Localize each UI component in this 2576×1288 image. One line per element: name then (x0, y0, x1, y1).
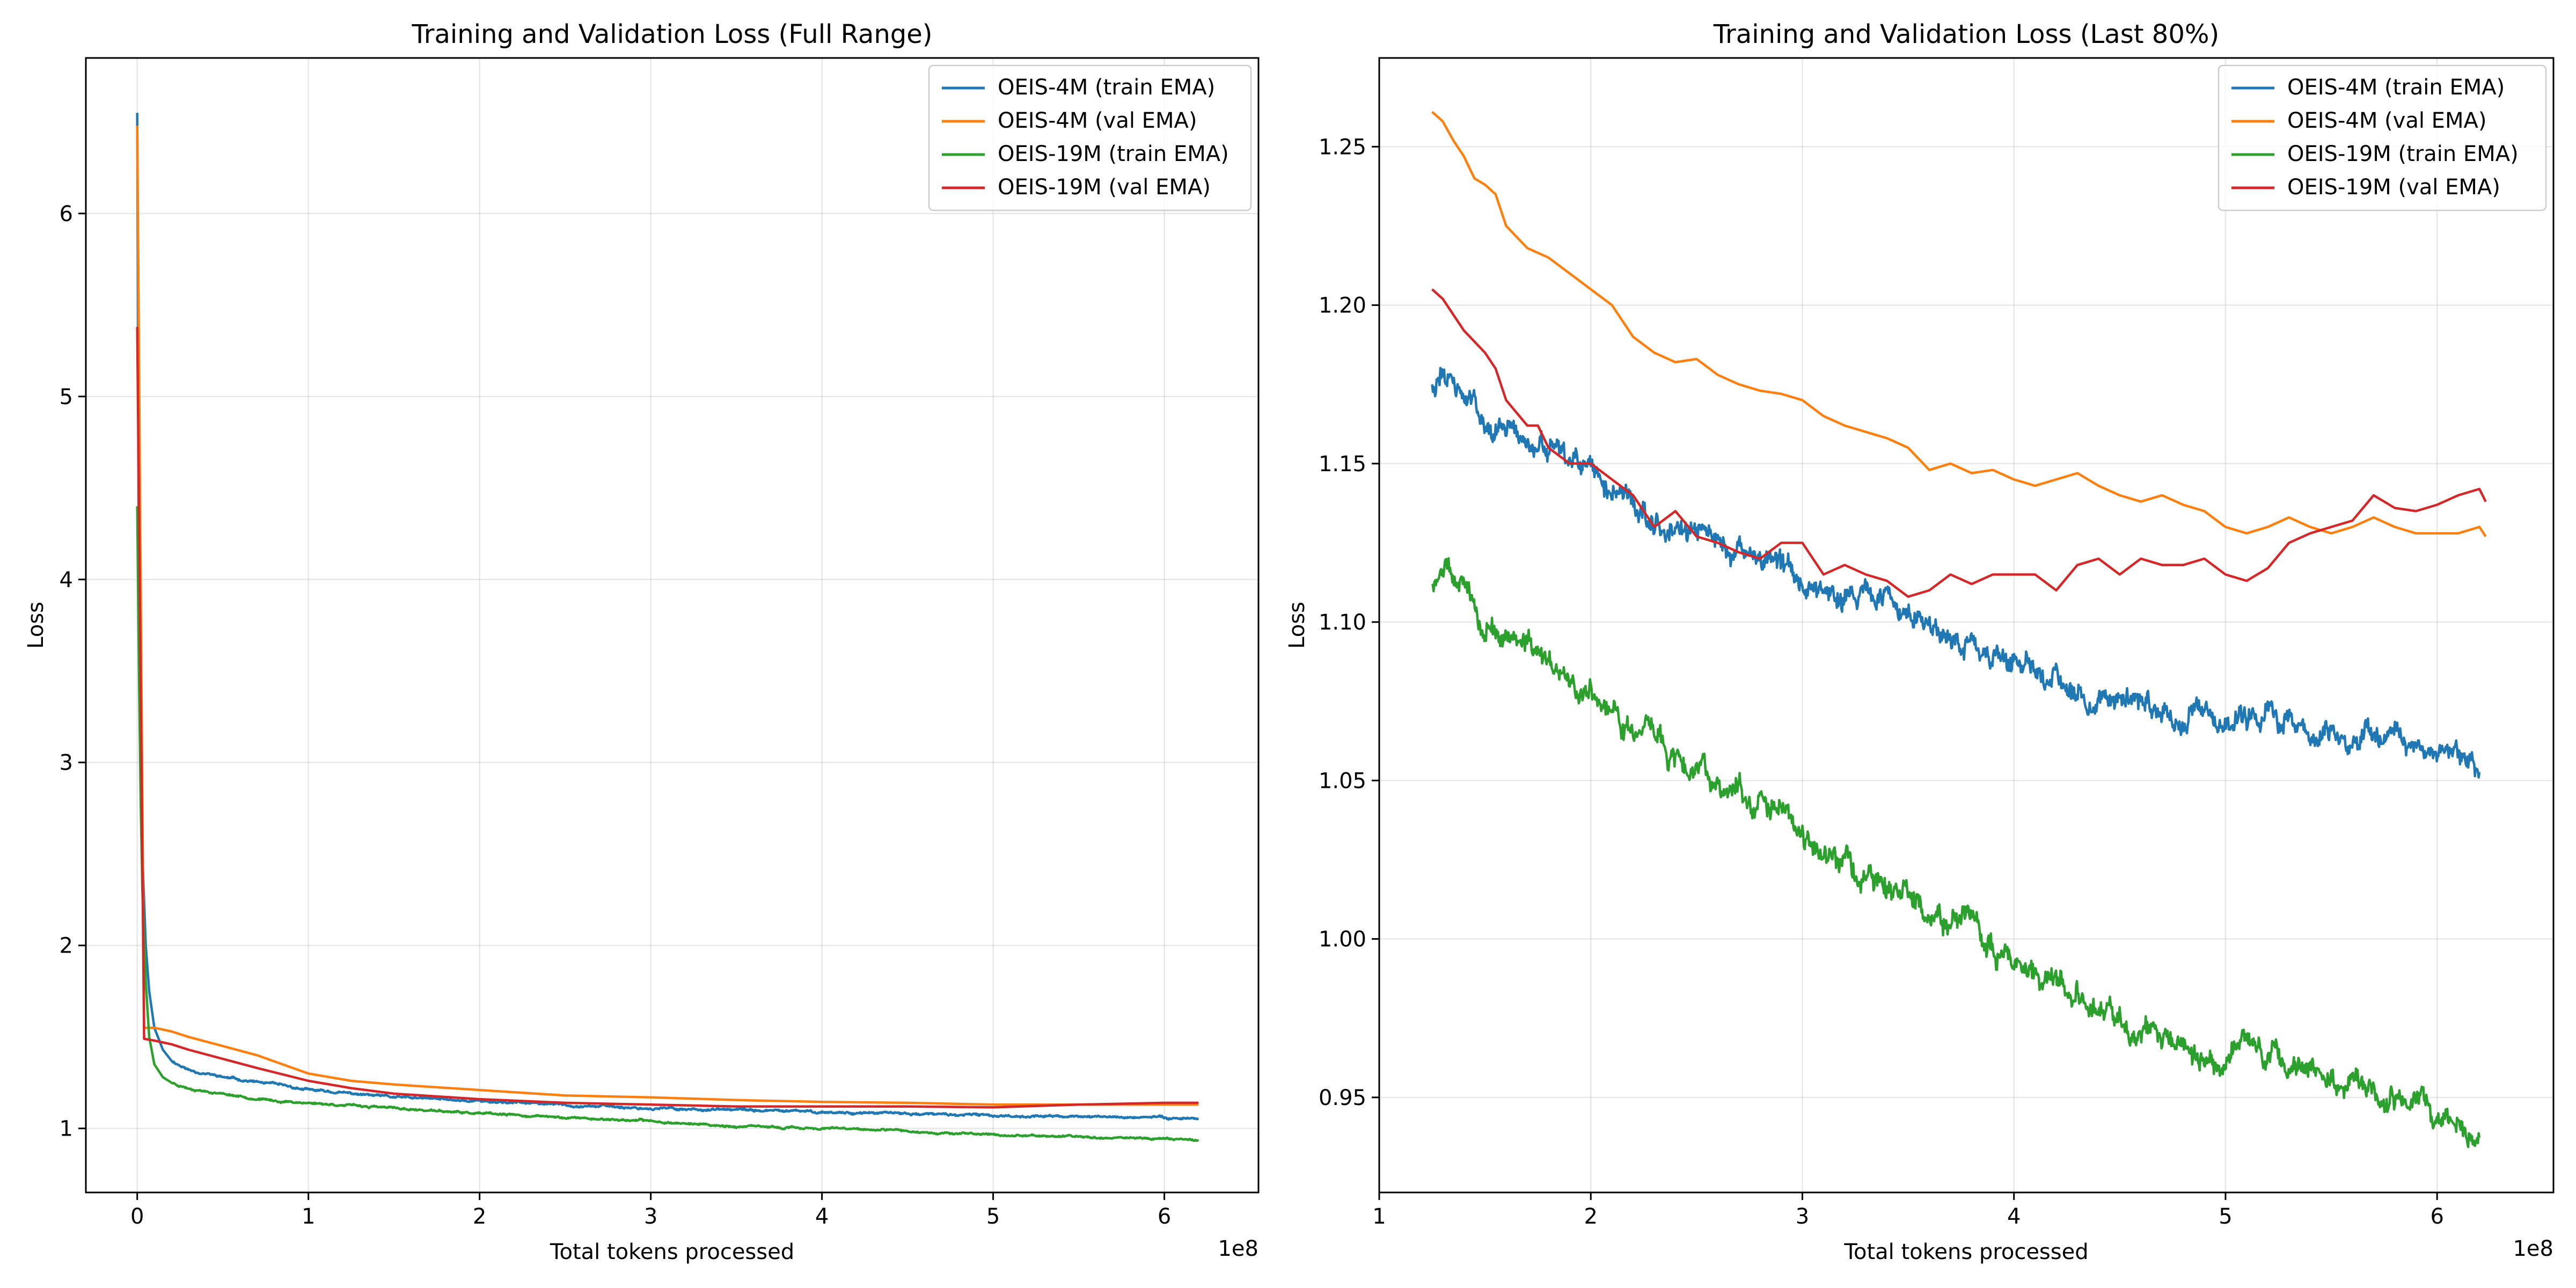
y-tick-label: 4 (60, 568, 73, 592)
x-tick-label: 4 (2007, 1204, 2021, 1229)
y-tick-label: 1 (60, 1117, 73, 1141)
ticks: 1 2 3 4 5 6 0.95 1.00 1.05 1.10 1.15 1.20 1.25 (1319, 135, 2444, 1229)
axes-frame (85, 57, 1260, 1194)
legend-entry-label: OEIS-19M (train EMA) (2287, 142, 2519, 166)
axes-frame (1378, 57, 2555, 1194)
legend-box (2218, 64, 2547, 211)
legend: OEIS-4M (train EMA) OEIS-4M (val EMA) OEIS… (928, 64, 1252, 211)
ticks: 0 1 2 3 4 5 6 1 2 3 4 5 6 (60, 202, 1172, 1229)
series-line-1 (1431, 111, 2487, 537)
x-axis-label: Total tokens processed (1843, 1240, 2088, 1264)
series-group (136, 113, 1199, 1142)
y-tick-label: 1.25 (1319, 135, 1366, 159)
y-tick-label: 3 (60, 751, 73, 775)
legend-entry-label: OEIS-19M (train EMA) (998, 142, 1229, 166)
series-line-3 (1431, 288, 2487, 598)
x-tick-label: 4 (815, 1204, 829, 1229)
x-scale-offset-label: 1e8 (1218, 1236, 1258, 1261)
y-tick-label: 1.15 (1319, 452, 1366, 477)
y-tick-label: 5 (60, 385, 73, 409)
y-tick-label: 0.95 (1319, 1086, 1366, 1110)
series-line-2 (1431, 557, 2481, 1148)
chart-title: Training and Validation Loss (Full Range… (412, 19, 933, 49)
x-tick-label: 3 (1796, 1204, 1809, 1229)
x-tick-label: 6 (1158, 1204, 1171, 1229)
x-scale-offset-label: 1e8 (2513, 1236, 2553, 1261)
y-tick-label: 1.05 (1319, 769, 1366, 793)
legend-box (928, 64, 1252, 211)
legend-entry-label: OEIS-4M (val EMA) (998, 108, 1197, 133)
x-axis-label: Total tokens processed (550, 1240, 794, 1264)
x-tick-label: 2 (1584, 1204, 1598, 1229)
legend-entry-label: OEIS-4M (train EMA) (2287, 75, 2505, 100)
y-axis-label: Loss (1285, 602, 1309, 649)
y-tick-label: 1.20 (1319, 294, 1366, 318)
series-line-0 (136, 113, 1199, 1121)
loss-chart-last-80pct: 1 2 3 4 5 6 0.95 1.00 1.05 1.10 1.15 1.20 1.25 1e8 Tra… (1285, 19, 2555, 1264)
grid (86, 58, 1258, 1192)
y-tick-label: 1.10 (1319, 610, 1366, 635)
y-tick-label: 6 (60, 202, 73, 226)
legend-entry-label: OEIS-19M (val EMA) (998, 175, 1211, 200)
legend-entry-label: OEIS-4M (val EMA) (2287, 108, 2486, 133)
x-tick-label: 5 (2219, 1204, 2232, 1229)
series-line-3 (136, 327, 1199, 1109)
legend-entry-label: OEIS-19M (val EMA) (2287, 175, 2500, 200)
series-group (1431, 111, 2487, 1148)
x-tick-label: 1 (1372, 1204, 1386, 1229)
series-line-2 (136, 506, 1199, 1142)
y-tick-label: 1.00 (1319, 927, 1366, 952)
x-tick-label: 6 (2430, 1204, 2443, 1229)
chart-title: Training and Validation Loss (Last 80%) (1713, 19, 2219, 49)
x-tick-label: 1 (302, 1204, 315, 1229)
y-tick-label: 2 (60, 934, 73, 958)
series-line-0 (1431, 367, 2481, 779)
x-tick-label: 3 (644, 1204, 657, 1229)
loss-chart-full-range: 0 1 2 3 4 5 6 1 2 3 4 5 6 1e8 Training and Validation … (24, 19, 1260, 1264)
x-tick-label: 2 (473, 1204, 486, 1229)
series-line-1 (136, 126, 1199, 1106)
x-tick-label: 0 (130, 1204, 144, 1229)
legend: OEIS-4M (train EMA) OEIS-4M (val EMA) OEIS… (2218, 64, 2547, 211)
x-tick-label: 5 (986, 1204, 1000, 1229)
legend-entry-label: OEIS-4M (train EMA) (998, 75, 1215, 100)
y-axis-label: Loss (24, 602, 48, 649)
